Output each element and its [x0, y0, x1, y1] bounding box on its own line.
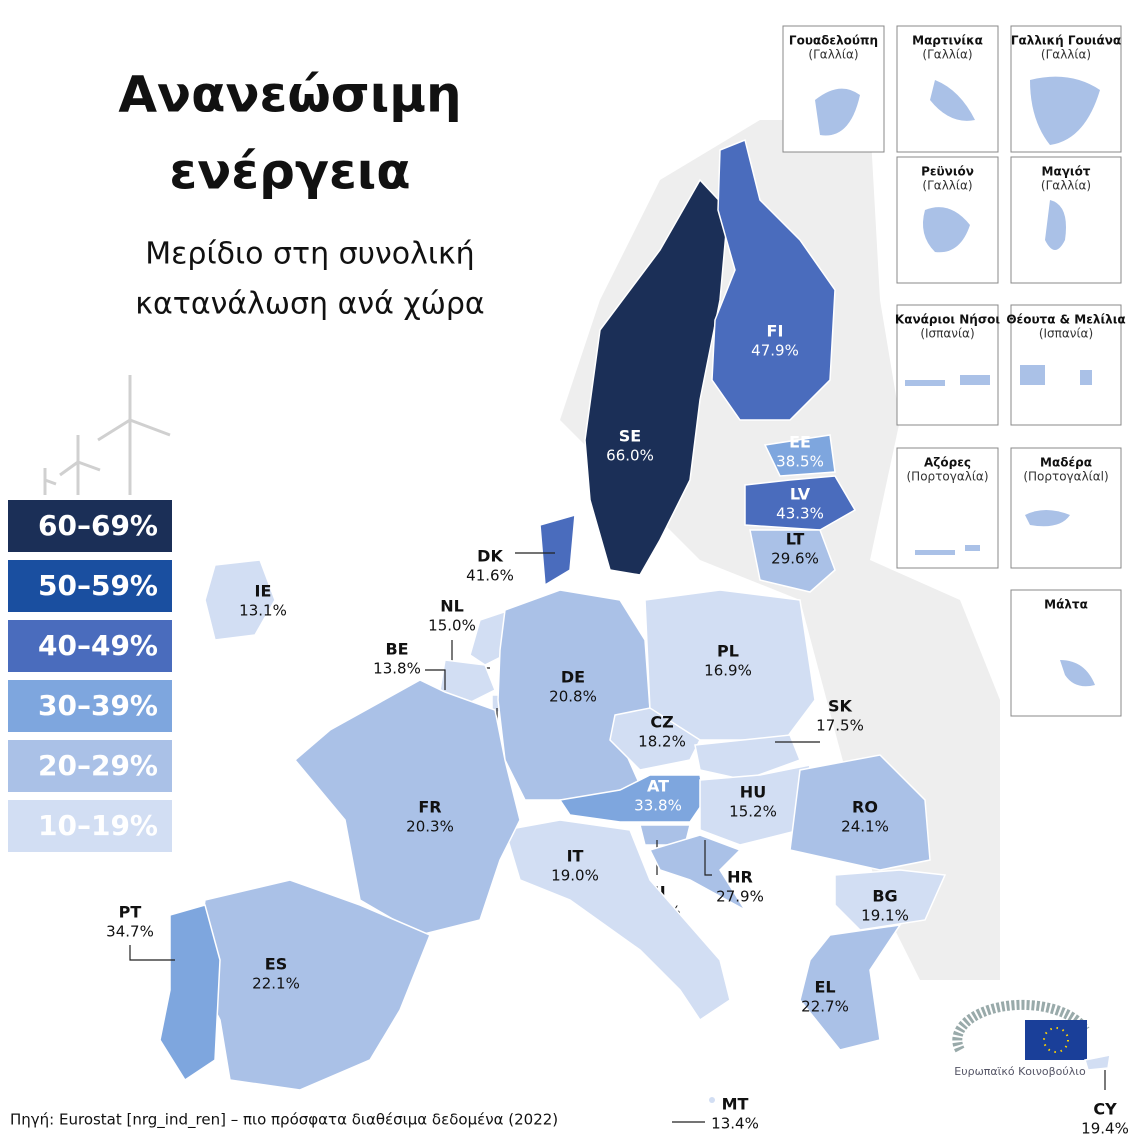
country-code: IE: [255, 582, 272, 601]
country-code: PL: [717, 642, 739, 661]
country-code: EL: [814, 978, 835, 997]
country-value: 15.0%: [428, 617, 476, 635]
legend-label: 60–69%: [38, 509, 158, 542]
country-value: 38.5%: [776, 453, 824, 471]
inset-country: (Ισπανία): [920, 327, 974, 341]
country-value: 15.2%: [729, 803, 777, 821]
title-line: ενέργεια: [169, 143, 410, 201]
country: [709, 1097, 715, 1103]
country-value: 16.9%: [704, 662, 752, 680]
country-code: BE: [385, 640, 408, 659]
legend-label: 50–59%: [38, 569, 158, 602]
inset-title: Αζόρες: [924, 456, 971, 470]
logo-text: Ευρωπαϊκό Κοινοβούλιο: [954, 1065, 1086, 1078]
inset-country: (Πορτογαλία): [907, 470, 989, 484]
country-value: 20.8%: [549, 688, 597, 706]
country-code: DE: [561, 668, 585, 687]
country-code: LT: [786, 530, 805, 549]
country-code: NL: [440, 597, 464, 616]
country-code: SE: [619, 427, 641, 446]
legend-label: 10–19%: [38, 809, 158, 842]
source: Πηγή: Eurostat [nrg_ind_ren] – πιο πρόσφ…: [10, 1111, 558, 1130]
inset-title: Μάλτα: [1044, 598, 1088, 612]
country-code: MT: [722, 1095, 749, 1114]
country-value: 20.3%: [406, 818, 454, 836]
country-value: 22.1%: [252, 975, 300, 993]
legend-label: 40–49%: [38, 629, 158, 662]
country-code: BG: [872, 887, 897, 906]
country-code: CZ: [650, 713, 673, 732]
map: Ανανεώσιμη ενέργεια Μερίδιο στη συνολική…: [0, 0, 1136, 1136]
country-code: ES: [265, 955, 287, 974]
country-code: HR: [727, 868, 753, 887]
country-code: HU: [740, 783, 766, 802]
title-line: Ανανεώσιμη: [118, 66, 461, 124]
country-value: 13.4%: [711, 1115, 759, 1133]
country-value: 13.8%: [373, 660, 421, 678]
inset-title: Μαγιότ: [1042, 165, 1091, 179]
country-value: 27.9%: [716, 888, 764, 906]
country-code: LV: [790, 485, 811, 504]
country-value: 24.1%: [841, 818, 889, 836]
inset-country: (Γαλλία): [808, 48, 858, 62]
inset-title: Ρεϋνιόν: [921, 165, 974, 179]
country-value: 43.3%: [776, 505, 824, 523]
country-code: FI: [767, 322, 784, 341]
country-code: AT: [647, 777, 669, 796]
country-value: 19.0%: [551, 867, 599, 885]
country-code: RO: [852, 798, 878, 817]
inset-title: Μαρτινίκα: [912, 34, 983, 48]
inset-title: Κανάριοι Νήσοι: [895, 313, 1001, 327]
inset-country: (Γαλλία): [1041, 48, 1091, 62]
country-value: 18.2%: [638, 733, 686, 751]
inset-country: (Γαλλία): [1041, 179, 1091, 193]
country-value: 19.4%: [1081, 1120, 1129, 1136]
country-value: 19.1%: [861, 907, 909, 925]
country-value: 33.8%: [634, 797, 682, 815]
legend-label: 20–29%: [38, 749, 158, 782]
country-value: 22.7%: [801, 998, 849, 1016]
subtitle: κατανάλωση ανά χώρα: [135, 287, 484, 322]
inset-title: Θέουτα & Μελίλια: [1006, 313, 1125, 327]
legend-label: 30–39%: [38, 689, 158, 722]
country-value: 13.1%: [239, 602, 287, 620]
country-value: 17.5%: [816, 717, 864, 735]
inset-country: (Γαλλία): [922, 179, 972, 193]
country-value: 47.9%: [751, 342, 799, 360]
country-code: SK: [828, 697, 853, 716]
inset-title: Μαδέρα: [1040, 456, 1092, 470]
country-code: IT: [567, 847, 584, 866]
inset-title: Γουαδελούπη: [789, 34, 878, 48]
country-code: PT: [119, 903, 142, 922]
inset-country: (Πορτογαλίαl): [1023, 470, 1108, 484]
country-value: 29.6%: [771, 550, 819, 568]
country-code: CY: [1093, 1100, 1117, 1119]
subtitle: Μερίδιο στη συνολική: [145, 237, 474, 272]
country-value: 66.0%: [606, 447, 654, 465]
country-code: DK: [477, 547, 503, 566]
country-value: 34.7%: [106, 923, 154, 941]
country-value: 41.6%: [466, 567, 514, 585]
country-code: FR: [418, 798, 441, 817]
inset-country: (Γαλλία): [922, 48, 972, 62]
inset-title: Γαλλική Γουιάνα: [1011, 34, 1121, 48]
inset-country: (Ισπανία): [1039, 327, 1093, 341]
country-code: EE: [789, 433, 811, 452]
